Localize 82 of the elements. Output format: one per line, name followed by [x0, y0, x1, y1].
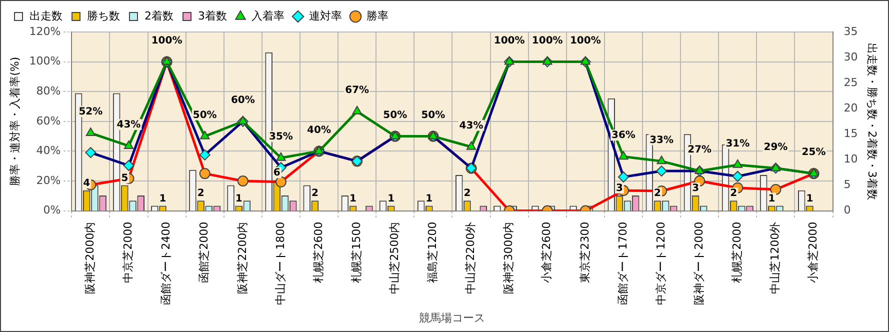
- y2-tick-label: 20: [844, 101, 858, 114]
- data-label: 1: [235, 193, 242, 204]
- y2-tick-label: 30: [844, 50, 858, 64]
- x-tick-label: 阪神ダート2000: [692, 222, 706, 305]
- y-tick-label: 0%: [43, 204, 61, 217]
- x-tick-label: 中山ダート1800: [274, 222, 287, 305]
- x-tick-label: 札幌芝1500: [350, 222, 363, 283]
- data-label: 43%: [459, 120, 484, 132]
- y2-tick-label: 10: [844, 152, 858, 166]
- legend-label: 勝ち数: [87, 9, 120, 22]
- y-tick-label: 40%: [36, 144, 61, 158]
- y-tick-label: 20%: [36, 174, 61, 187]
- y2-tick-label: 35: [844, 24, 858, 38]
- data-label: 100%: [532, 35, 563, 46]
- data-label: 50%: [383, 110, 408, 121]
- y2-tick-label: 0: [844, 204, 851, 217]
- x-tick-label: 中京芝2000: [122, 222, 135, 283]
- y-axis-title: 勝率・連対率・入着率(%): [8, 56, 22, 186]
- x-tick-label: 小倉芝2000: [806, 222, 820, 283]
- legend-label: 出走数: [30, 9, 62, 22]
- data-label: 1: [768, 193, 776, 204]
- data-label: 2: [654, 188, 662, 200]
- legend-label: 勝率: [366, 9, 388, 22]
- x-tick-label: 中山芝2200外: [464, 222, 478, 294]
- data-label: 27%: [688, 144, 712, 156]
- data-label: 3: [616, 183, 623, 194]
- data-label: 1: [159, 193, 166, 204]
- x-tick-label: 中京ダート1200: [654, 222, 668, 305]
- y-tick-label: 80%: [36, 84, 61, 98]
- y-tick-label: 100%: [29, 54, 61, 68]
- data-label: 100%: [494, 35, 525, 46]
- x-tick-label: 中山芝1200外: [768, 222, 782, 294]
- data-label: 1: [426, 193, 433, 204]
- x-tick-label: 札幌芝2600: [312, 222, 325, 283]
- x-tick-label: 小倉芝2600: [540, 222, 554, 283]
- data-label: 43%: [116, 120, 141, 131]
- data-label: 40%: [307, 124, 331, 136]
- data-label: 2: [464, 188, 471, 200]
- x-tick-label: 阪神芝2000内: [84, 222, 97, 294]
- x-tick-label: 阪神芝2200内: [236, 222, 249, 294]
- legend-label: 連対率: [308, 9, 342, 22]
- data-label: 100%: [570, 35, 601, 46]
- y-tick-label: 60%: [36, 114, 61, 128]
- data-label: 52%: [78, 106, 103, 118]
- y-tick-label: 120%: [29, 24, 61, 38]
- data-label: 67%: [345, 85, 370, 96]
- y2-tick-label: 15: [844, 127, 858, 140]
- x-axis-title: 競馬場コース: [419, 311, 486, 324]
- data-label: 1: [806, 193, 814, 204]
- legend-label: 3着数: [198, 9, 227, 22]
- data-label: 50%: [421, 110, 446, 121]
- data-label: 31%: [726, 138, 750, 150]
- x-tick-label: 函館ダート2400: [160, 222, 173, 305]
- data-label: 5: [121, 172, 128, 184]
- data-label: 2: [730, 188, 738, 200]
- data-label: 2: [197, 188, 204, 200]
- x-tick-label: 東京芝2300: [578, 222, 592, 283]
- data-label: 1: [388, 193, 395, 204]
- x-tick-label: 中山芝2500内: [388, 222, 401, 294]
- data-label: 6: [273, 168, 280, 179]
- data-label: 35%: [268, 132, 293, 143]
- data-label: 36%: [612, 130, 636, 142]
- y2-tick-label: 25: [844, 76, 858, 89]
- x-tick-label: 阪神芝3000内: [502, 222, 516, 294]
- data-label: 29%: [764, 142, 788, 153]
- x-tick-label: 札幌芝2000: [730, 222, 744, 283]
- x-tick-label: 函館芝2000: [198, 222, 211, 283]
- x-tick-label: 福島芝1200: [426, 222, 440, 283]
- y2-axis-title: 出走数・勝ち数・2着数・3着数: [866, 42, 879, 200]
- data-label: 25%: [802, 147, 826, 158]
- legend-label: 2着数: [144, 9, 174, 22]
- data-label: 1: [350, 193, 357, 204]
- data-label: 60%: [230, 94, 255, 106]
- data-label: 3: [692, 183, 700, 194]
- data-label: 4: [83, 178, 90, 189]
- data-label: 2: [311, 188, 318, 200]
- legend-label: 入着率: [251, 9, 284, 22]
- data-label: 33%: [650, 134, 674, 146]
- data-label: 50%: [192, 110, 217, 121]
- data-label: 100%: [151, 35, 182, 46]
- y2-tick-label: 5: [844, 178, 851, 192]
- x-tick-label: 函館ダート1700: [616, 222, 630, 305]
